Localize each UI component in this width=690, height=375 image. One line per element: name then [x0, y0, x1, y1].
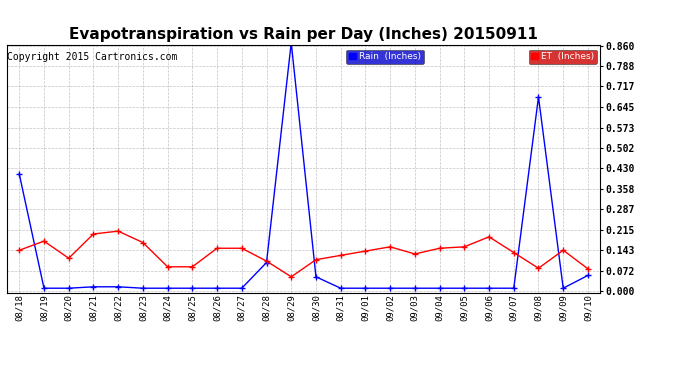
Title: Evapotranspiration vs Rain per Day (Inches) 20150911: Evapotranspiration vs Rain per Day (Inch…: [69, 27, 538, 42]
Text: Copyright 2015 Cartronics.com: Copyright 2015 Cartronics.com: [8, 53, 178, 62]
Legend: ET  (Inches): ET (Inches): [529, 50, 597, 64]
